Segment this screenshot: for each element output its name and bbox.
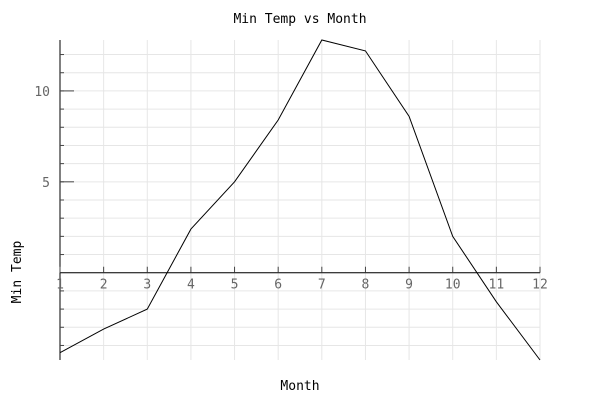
series-line	[59, 39, 541, 361]
y-tick-label: 5	[42, 176, 50, 191]
x-tick-label: 11	[489, 278, 505, 293]
chart-title: Min Temp vs Month	[233, 12, 366, 27]
x-tick-label: 5	[231, 278, 239, 293]
x-tick-label: 9	[405, 278, 413, 293]
x-tick-label: 8	[362, 278, 370, 293]
x-tick-label: 4	[187, 278, 195, 293]
x-tick-label: 3	[143, 278, 151, 293]
y-tick-label: 10	[34, 85, 50, 100]
x-tick-label: 1	[56, 278, 64, 293]
x-tick-label: 2	[100, 278, 108, 293]
grid	[59, 40, 541, 360]
y-axis-label: Min Temp	[10, 241, 25, 304]
x-tick-label: 6	[274, 278, 282, 293]
x-tick-label: 7	[318, 278, 326, 293]
x-axis-label: Month	[280, 379, 319, 394]
x-tick-label: 12	[532, 278, 548, 293]
series-layer	[59, 39, 541, 361]
x-tick-label: 10	[445, 278, 461, 293]
